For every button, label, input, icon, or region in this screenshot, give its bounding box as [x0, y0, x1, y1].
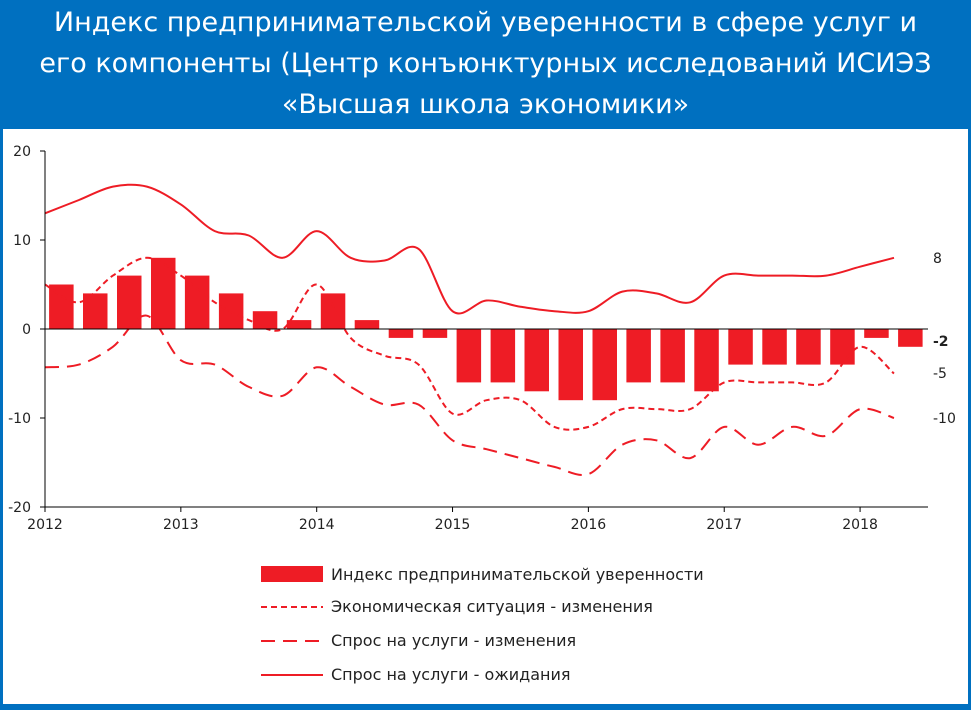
bar-0	[49, 284, 74, 329]
title-line-3: «Высшая школа экономики»	[281, 89, 690, 120]
legend-label-line-2: Спрос на услуги - ожидания	[331, 665, 570, 684]
end-label-0: 8	[933, 251, 942, 267]
bar-13	[490, 329, 516, 383]
x-tick-label-1: 2013	[163, 517, 199, 533]
legend-label-line-1: Спрос на услуги - изменения	[331, 631, 576, 650]
bar-2	[117, 275, 142, 329]
end-label-2: -5	[933, 366, 947, 382]
bar-7	[286, 320, 312, 329]
bar-9	[354, 320, 380, 329]
bar-6	[252, 311, 278, 329]
bar-4	[184, 275, 210, 329]
x-tick-label-6: 2018	[842, 517, 878, 533]
title-line-2: его компоненты (Центр конъюнктурных иссл…	[39, 48, 932, 79]
bar-21	[762, 329, 787, 365]
end-labels-group: 8 -2 -5 -10	[933, 251, 956, 427]
y-tick-label-1: 10	[13, 233, 31, 249]
y-tick-label-4: -20	[8, 500, 31, 516]
legend: Индекс предпринимательской уверенности Эк…	[261, 565, 704, 684]
bar-14	[524, 329, 549, 392]
line-series-0	[44, 256, 895, 431]
bar-15	[558, 329, 583, 401]
bar-18	[660, 329, 685, 383]
bar-12	[456, 329, 482, 383]
end-label-1: -2	[933, 334, 949, 350]
bar-17	[626, 329, 651, 383]
line-series-group	[44, 183, 895, 476]
bar-23	[830, 329, 855, 365]
bar-22	[796, 329, 821, 365]
x-tick-label-2: 2014	[299, 517, 335, 533]
bar-19	[694, 329, 719, 392]
line-series-1	[44, 314, 895, 476]
y-tick-label-3: -10	[8, 411, 31, 427]
chart-panel: 20 10 0 -10 -20 2012 2013 2014 2015 2016 2017 2018 …	[3, 129, 968, 704]
legend-label-bars: Индекс предпринимательской уверенности	[331, 565, 704, 584]
page-title: Индекс предпринимательской уверенности в…	[0, 2, 971, 125]
x-tick-label-0: 2012	[27, 517, 63, 533]
end-label-3: -10	[933, 411, 956, 427]
legend-swatch-bars	[261, 566, 323, 582]
x-tick-label-3: 2015	[435, 517, 471, 533]
bar-24	[864, 329, 889, 338]
line-series-2	[44, 183, 895, 315]
bar-16	[592, 329, 617, 401]
x-tick-label-4: 2016	[571, 517, 607, 533]
bar-20	[728, 329, 753, 365]
bar-3	[151, 257, 176, 329]
bar-1	[83, 293, 108, 329]
legend-label-line-0: Экономическая ситуация - изменения	[331, 597, 653, 616]
bar-11	[422, 329, 448, 338]
title-line-1: Индекс предпринимательской уверенности в…	[53, 7, 918, 38]
x-tick-label-5: 2017	[706, 517, 742, 533]
bar-25	[898, 329, 923, 347]
y-tick-label-2: 0	[22, 322, 31, 338]
y-tick-label-0: 20	[13, 144, 31, 160]
bar-10	[388, 329, 414, 338]
